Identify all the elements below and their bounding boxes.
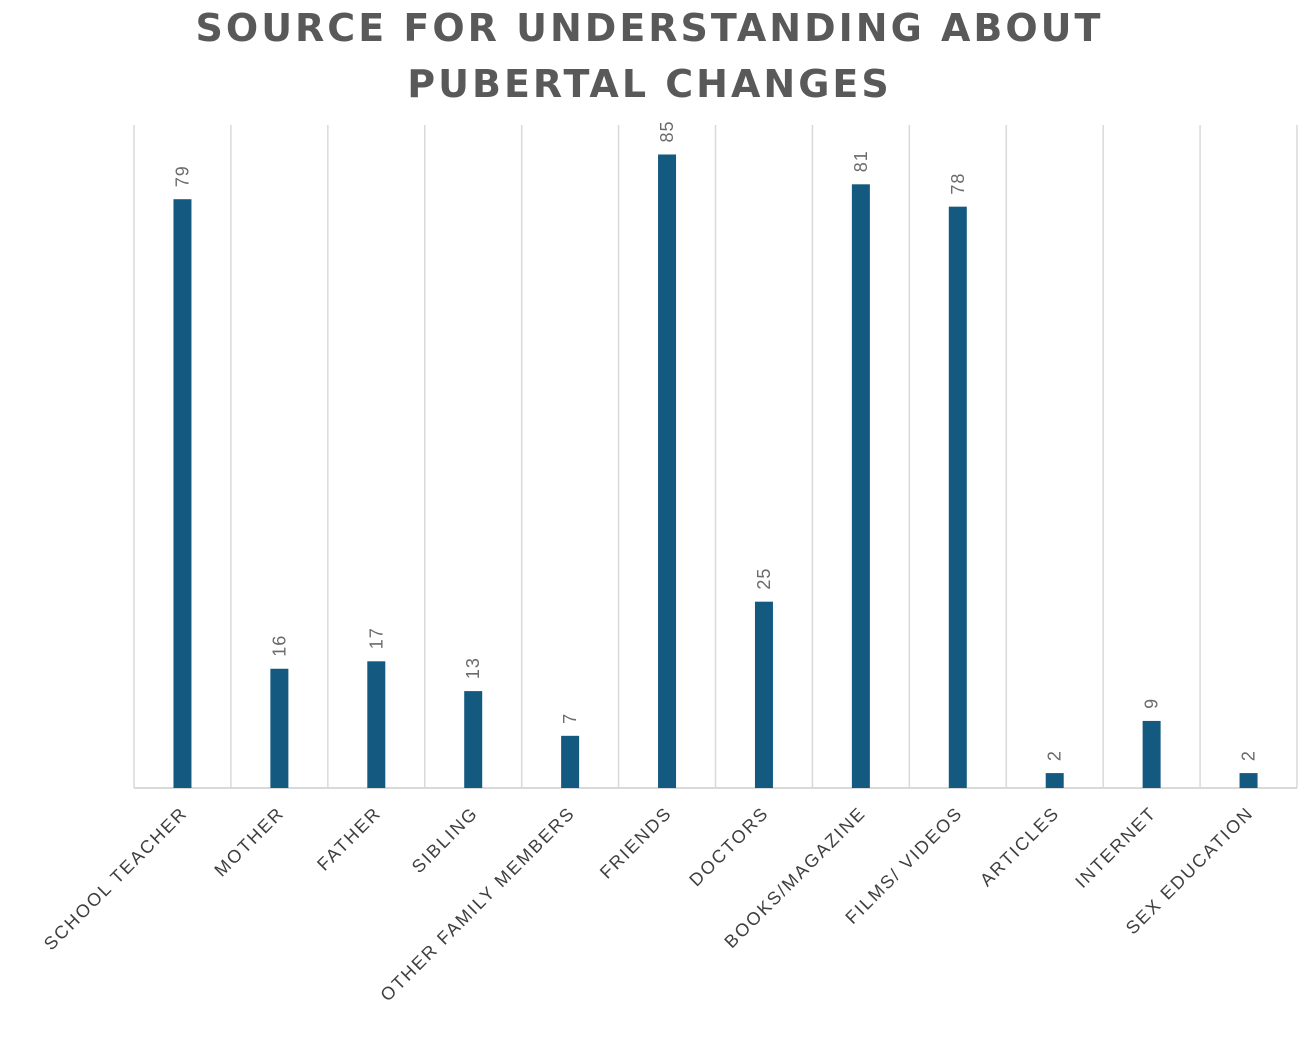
bar-2: [270, 668, 289, 788]
bar-9: [948, 206, 967, 788]
category-label-2: MOTHER: [210, 803, 288, 881]
bar-6: [658, 154, 677, 789]
data-label-11: 9: [1142, 698, 1162, 709]
chart-title-line-2: PUBERTAL CHANGES: [407, 62, 892, 106]
category-label-11: INTERNET: [1071, 803, 1160, 892]
data-label-4: 13: [463, 657, 483, 679]
data-label-9: 78: [948, 173, 968, 195]
bar-11: [1142, 720, 1161, 788]
data-label-2: 16: [269, 635, 289, 657]
bar-5: [561, 735, 580, 788]
category-label-7: DOCTORS: [685, 803, 772, 890]
bar-3: [367, 661, 386, 788]
bar-12: [1239, 773, 1258, 788]
bar-8: [851, 184, 870, 789]
data-label-5: 7: [560, 713, 580, 724]
bar-1: [173, 199, 192, 788]
category-label-5: OTHER FAMILY MEMBERS: [376, 803, 578, 1005]
bar-10: [1045, 773, 1064, 788]
category-label-10: ARTICLES: [976, 803, 1063, 890]
data-label-8: 81: [851, 150, 871, 172]
category-label-6: FRIENDS: [596, 803, 676, 883]
chart-title: SOURCE FOR UNDERSTANDING ABOUT PUBERTAL …: [0, 0, 1299, 112]
category-label-4: SIBLING: [408, 803, 482, 877]
data-label-10: 2: [1045, 750, 1065, 761]
data-label-1: 79: [172, 165, 192, 187]
data-label-12: 2: [1239, 750, 1259, 761]
data-label-3: 17: [366, 627, 386, 649]
bar-7: [754, 601, 773, 788]
data-label-6: 85: [657, 120, 677, 142]
chart-title-line-1: SOURCE FOR UNDERSTANDING ABOUT: [195, 6, 1104, 50]
category-label-1: SCHOOL TEACHER: [40, 803, 191, 954]
data-label-7: 25: [754, 568, 774, 590]
bar-4: [464, 691, 483, 788]
category-label-3: FATHER: [313, 803, 385, 875]
